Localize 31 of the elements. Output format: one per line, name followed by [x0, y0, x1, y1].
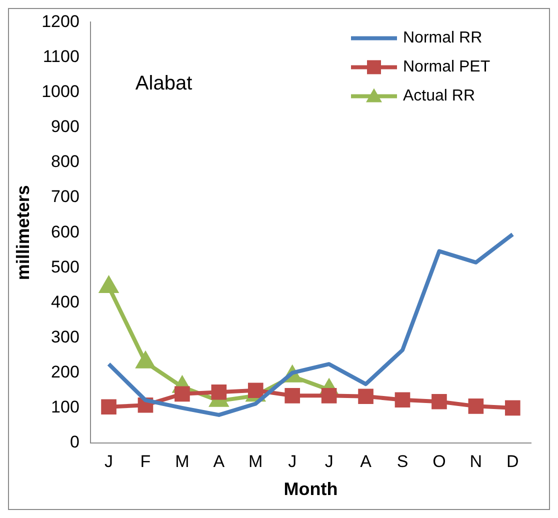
x-tick-label: S: [396, 452, 408, 471]
y-tick-label: 100: [51, 398, 80, 417]
x-tick-label: F: [140, 452, 151, 471]
y-axis-title: millimeters: [12, 185, 33, 280]
x-tick-label: J: [104, 452, 114, 471]
y-tick-label: 1100: [42, 46, 80, 66]
x-tick-label: J: [288, 452, 297, 471]
x-axis-title: Month: [284, 479, 338, 500]
legend-label: Actual RR: [403, 88, 476, 105]
y-tick-label: 200: [51, 362, 80, 382]
y-tick-label: 800: [51, 152, 80, 172]
legend-label: Normal PET: [403, 58, 490, 76]
y-tick-label: 900: [51, 117, 80, 136]
x-tick-label: M: [175, 452, 190, 471]
y-tick-label: 700: [51, 187, 80, 206]
x-tick-label: O: [432, 452, 446, 471]
text: Alabat: [135, 72, 193, 95]
y-tick-label: 300: [51, 327, 80, 346]
x-tick-label: A: [213, 452, 226, 471]
y-tick-label: 400: [51, 292, 80, 312]
x-tick-label: A: [360, 452, 372, 471]
x-tick-label: D: [506, 452, 519, 471]
y-tick-label: 1200: [42, 12, 80, 31]
y-tick-label: 500: [51, 257, 80, 276]
y-tick-label: 600: [51, 222, 80, 242]
x-tick-label: N: [470, 452, 482, 471]
x-tick-label: M: [248, 452, 263, 471]
y-tick-label: 0: [70, 432, 80, 452]
legend-label: Normal RR: [403, 30, 482, 47]
y-tick-label: 1000: [42, 82, 80, 102]
x-tick-label: J: [324, 452, 334, 471]
